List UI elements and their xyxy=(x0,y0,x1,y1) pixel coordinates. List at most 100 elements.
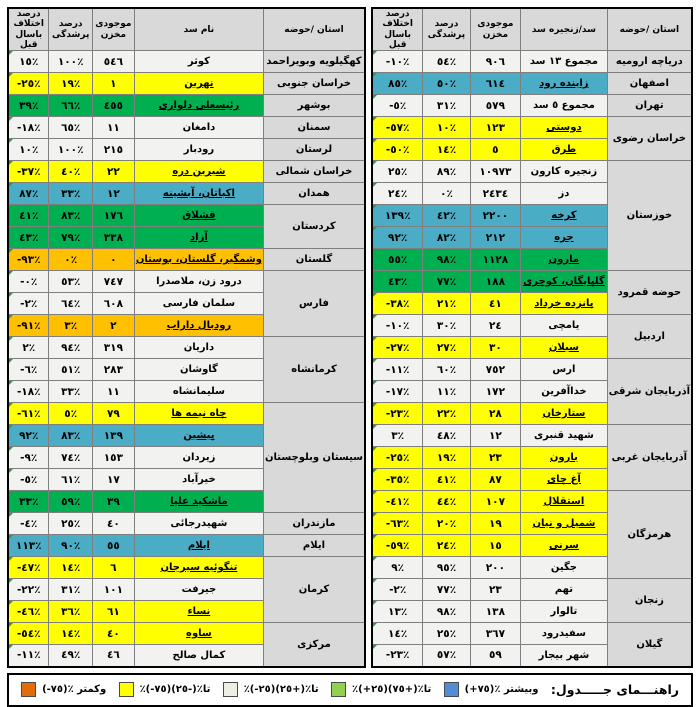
volume-cell: ٧٩ xyxy=(91,402,135,426)
legend-item-green: ٪(+٢٥)تا٪(+٧٥) xyxy=(331,682,431,698)
dam-name-cell: خیرآباد xyxy=(133,468,264,492)
fill-percent-cell: ٢٥٪ xyxy=(422,622,471,646)
dam-name-cell: وشمگیر، گلستان، بوستان xyxy=(133,248,264,272)
dam-name-cell: رودبال داراب xyxy=(133,314,264,338)
diff-percent-cell: ٣٪ xyxy=(371,424,424,448)
diff-percent-cell: -٠٪ xyxy=(7,270,50,294)
dam-name-cell: درود زن، ملاصدرا xyxy=(133,270,264,294)
table-row: اصفهان زاینده رود ٦١٤ ٥٠٪ ٨٥٪ xyxy=(371,72,693,96)
fill-percent-cell: ٨٢٪ xyxy=(422,226,471,250)
column-header: موجودی مخزن xyxy=(469,7,522,52)
diff-percent-cell: ٩٢٪ xyxy=(7,424,50,448)
legend-title: راهنـــمای جـــــدول: xyxy=(550,682,679,698)
diff-percent-cell: ٥٥٪ xyxy=(371,248,424,272)
diff-percent-cell: -١٧٪ xyxy=(371,380,424,404)
diff-percent-cell: -٢٣٪ xyxy=(371,402,424,426)
diff-percent-cell: ٣٣٪ xyxy=(7,490,50,514)
volume-cell: ٤١ xyxy=(469,292,522,316)
table-row: جگین ٢٠٠ ٩٥٪ ٩٪ xyxy=(371,556,692,580)
dam-name-cell: کرخه xyxy=(520,204,608,228)
volume-cell: ١٣٩ xyxy=(91,424,135,448)
diff-percent-cell: -١١٪ xyxy=(7,644,50,668)
fill-percent-cell: ٤١٪ xyxy=(422,468,471,492)
legend-swatch-green xyxy=(331,682,347,698)
diff-percent-cell: -١٨٪ xyxy=(7,116,50,140)
volume-cell: ٠ xyxy=(91,248,135,272)
diff-percent-cell: -٤٦٪ xyxy=(7,600,50,624)
province-cell: کرمانشاه xyxy=(262,336,366,404)
volume-cell: ٢٨٣ xyxy=(91,358,135,382)
diff-percent-cell: -٥٩٪ xyxy=(371,534,424,558)
fill-percent-cell: ٩٨٪ xyxy=(422,600,471,624)
diff-percent-cell: ٤٣٪ xyxy=(371,270,424,294)
table-row: کمال صالح ٤٦ ٤٩٪ -١١٪ xyxy=(7,644,365,668)
legend-label-yellow: ٪(-٧٥)تا٪(-٢٥) xyxy=(139,684,211,696)
table-row: دز ٢٤٣٤ ٠٪ ٢٤٪ xyxy=(371,182,692,206)
province-cell: لرستان xyxy=(262,138,366,162)
dam-name-cell: خداآفرین xyxy=(520,380,608,404)
fill-percent-cell: ١٤٪ xyxy=(48,622,93,646)
fill-percent-cell: ١٠٠٪ xyxy=(48,50,93,74)
fill-percent-cell: ٨٣٪ xyxy=(48,424,93,448)
province-cell: خراسان رضوی xyxy=(606,116,693,162)
fill-percent-cell: ١٤٪ xyxy=(422,138,471,162)
volume-cell: ٦١ xyxy=(91,600,135,624)
dam-name-cell: یامچی xyxy=(520,314,608,338)
volume-cell: ٢ xyxy=(91,314,135,338)
volume-cell: ٢٤٣٤ xyxy=(469,182,522,206)
dam-name-cell: گلپایگان، کوچری xyxy=(520,270,608,294)
volume-cell: ٢١٢ xyxy=(469,226,522,250)
fill-percent-cell: ٤٢٪ xyxy=(422,204,471,228)
fill-percent-cell: ٤٠٪ xyxy=(48,160,93,184)
dam-name-cell: زنجیره کارون xyxy=(520,160,608,184)
diff-percent-cell: -٩٣٪ xyxy=(7,248,50,272)
province-cell: ایلام xyxy=(262,534,366,558)
legend-item-white: ٪(-٢٥)تا٪(+٢٥) xyxy=(222,682,319,698)
fill-percent-cell: ٦٤٪ xyxy=(48,292,93,316)
fill-percent-cell: ٠٪ xyxy=(422,182,471,206)
table-row: خیرآباد ١٧ ٦١٪ -٥٪ xyxy=(7,468,365,492)
diff-percent-cell: -٣٨٪ xyxy=(371,292,424,316)
table-row: جیرفت ١٠١ ٣١٪ -٢٢٪ xyxy=(7,578,365,602)
table-row: خراسان جنوبی نهرین ١ ١٩٪ -٢٥٪ xyxy=(7,72,366,96)
table-row: شهر بیجار ٥٩ ٥٧٪ -٢٣٪ xyxy=(371,644,692,668)
fill-percent-cell: ٤٩٪ xyxy=(48,644,93,668)
volume-cell: ٢٤ xyxy=(469,314,522,338)
legend-swatch-blue xyxy=(443,682,459,698)
fill-percent-cell: ٠٪ xyxy=(48,248,93,272)
column-header: درصد پرشدگی xyxy=(48,7,93,52)
table-row: آزاد ٣٣٨ ٧٩٪ ٤٣٪ xyxy=(7,226,365,250)
table-row: بارون ٢٣ ١٩٪ -٢٥٪ xyxy=(371,446,692,470)
dam-name-cell: ماشکید علیا xyxy=(133,490,264,514)
fill-percent-cell: ٢٢٪ xyxy=(422,402,471,426)
volume-cell: ٢٠٠ xyxy=(469,556,522,580)
diff-percent-cell: ٢٤٪ xyxy=(371,182,424,206)
diff-percent-cell: ٤٣٪ xyxy=(7,226,50,250)
fill-percent-cell: ٥١٪ xyxy=(48,358,93,382)
fill-percent-cell: ٧٤٪ xyxy=(48,446,93,470)
table-row: مازندران شهیدرجائی ٤٠ ٢٥٪ -٤٪ xyxy=(7,512,366,536)
dam-name-cell: تهم xyxy=(520,578,608,602)
fill-percent-cell: ٧٩٪ xyxy=(48,226,93,250)
volume-cell: ٤٠ xyxy=(91,622,135,646)
dam-name-cell: شیرین دره xyxy=(133,160,264,184)
table-row: ایلام ایلام ٥٥ ٩٠٪ ١١٣٪ xyxy=(7,534,366,558)
fill-percent-cell: ١١٪ xyxy=(422,380,471,404)
volume-cell: ٣٩ xyxy=(91,490,135,514)
dam-name-cell: مجموع ١٣ سد xyxy=(520,50,608,74)
dam-name-cell: داریان xyxy=(133,336,264,360)
dam-name-cell: ایلام xyxy=(133,534,264,558)
province-cell: همدان xyxy=(262,182,366,206)
table-row: حوضه قمرود گلپایگان، کوچری ١٨٨ ٧٧٪ ٤٣٪ xyxy=(371,270,693,316)
table-row: خراسان رضوی دوستی ١٢٣ ١٠٪ -٥٧٪ xyxy=(371,116,693,162)
fill-percent-cell: ١٩٪ xyxy=(48,72,93,96)
volume-cell: ١٥ xyxy=(469,534,522,558)
table-row: سلمان فارسی ٦٠٨ ٦٤٪ -٢٪ xyxy=(7,292,365,316)
legend-swatch-yellow xyxy=(118,682,134,698)
dam-name-cell: مجموع ٥ سد xyxy=(520,94,608,118)
table-row: خداآفرین ١٧٢ ١١٪ -١٧٪ xyxy=(371,380,692,404)
left-dam-table: استان /حوضه نام سد موجودی مخزن درصد پرشدگی د… xyxy=(7,7,366,668)
province-cell: خوزستان xyxy=(606,160,693,272)
fill-percent-cell: ٥٤٪ xyxy=(422,50,471,74)
diff-percent-cell: -٦١٪ xyxy=(7,402,50,426)
